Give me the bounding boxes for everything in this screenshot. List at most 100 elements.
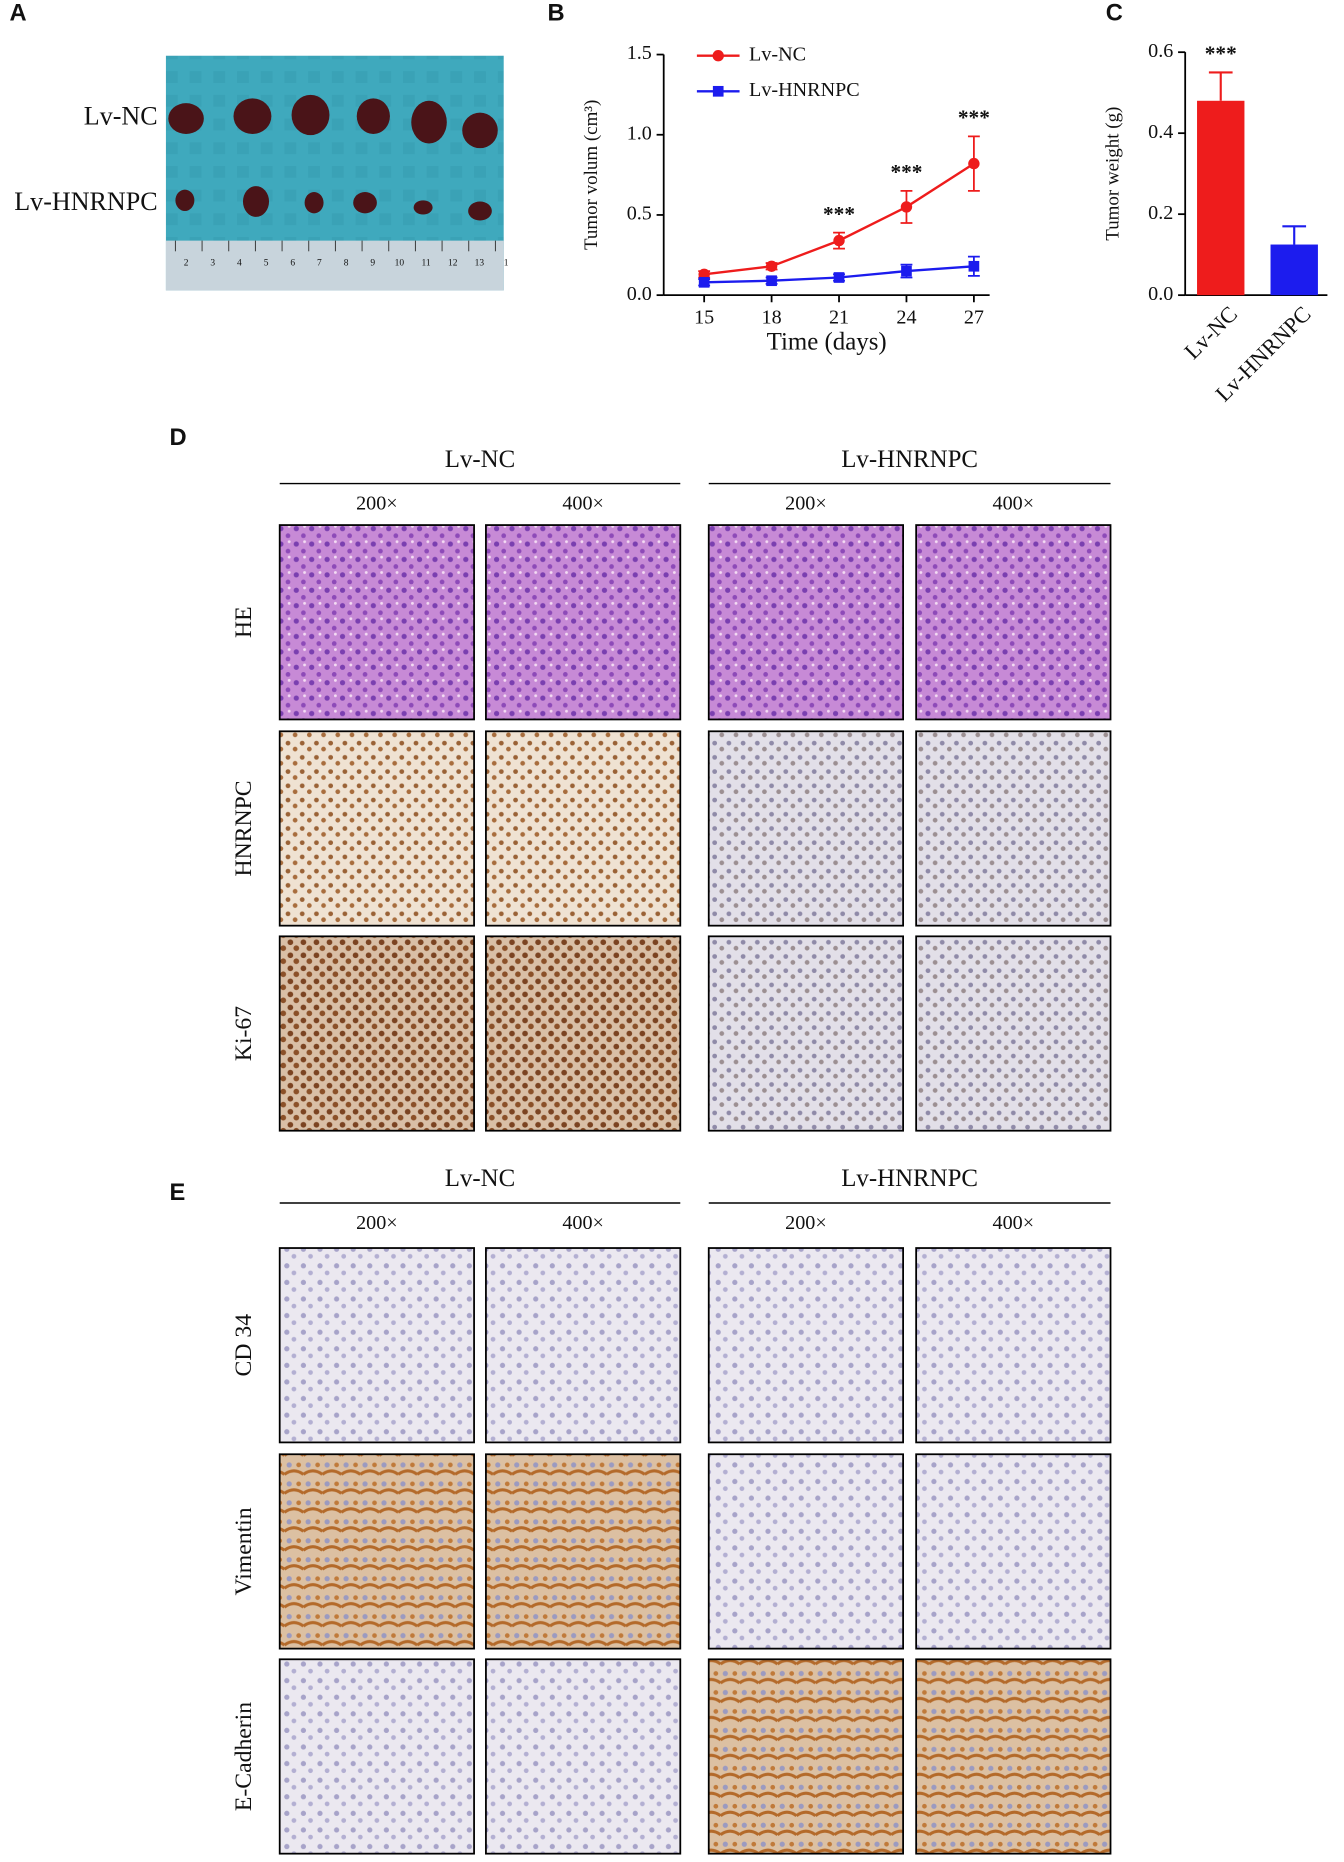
micrograph (485, 1453, 682, 1650)
marker (900, 201, 913, 213)
micrograph (278, 935, 475, 1132)
marker (833, 272, 845, 283)
annotation: *** (890, 160, 922, 184)
y-tick-label: 1.5 (627, 42, 652, 64)
panel-label: D (169, 425, 186, 451)
x-tick-label: 27 (964, 306, 984, 328)
row-label: CD 34 (231, 1314, 257, 1377)
group-label: Lv-HNRNPC (841, 1165, 978, 1192)
row-label: Ki-67 (231, 1006, 257, 1061)
marker (968, 260, 980, 272)
ruler-label: 2 (184, 258, 189, 268)
x-axis-label: Time (days) (767, 328, 887, 355)
ruler-label: 12 (448, 258, 458, 268)
legend-label: Lv-HNRNPC (749, 79, 860, 101)
micrograph (278, 1247, 475, 1444)
micrograph (278, 524, 475, 721)
annotation: *** (958, 106, 990, 130)
x-tick-label: 15 (694, 306, 714, 328)
ruler-label: 6 (290, 258, 295, 268)
magnification: 200× (785, 493, 827, 515)
magnification: 400× (993, 1212, 1035, 1234)
marker (765, 260, 778, 272)
micrograph (915, 1453, 1112, 1650)
tumor-photo (165, 55, 504, 291)
x-tick-label: 21 (829, 306, 849, 328)
y-tick-label: 0.5 (627, 203, 652, 225)
micrograph (485, 524, 682, 721)
micrograph (707, 730, 904, 927)
y-tick-label: 0.0 (627, 283, 652, 305)
y-tick-label: 0.0 (1148, 283, 1173, 305)
legend-marker (712, 50, 724, 62)
micrograph (707, 1247, 904, 1444)
group-label: Lv-HNRNPC (841, 446, 978, 473)
marker (833, 234, 845, 247)
row-label: HNRNPC (231, 780, 257, 876)
marker (766, 275, 777, 287)
y-tick-label: 0.6 (1148, 40, 1173, 62)
micrograph (915, 730, 1112, 927)
ruler-label: 13 (475, 258, 485, 268)
panel-label: C (1106, 1, 1123, 27)
micrograph (485, 1658, 682, 1855)
ruler-label: 5 (264, 258, 269, 268)
micrograph (485, 1247, 682, 1444)
bar (1270, 244, 1318, 296)
y-tick-label: 1.0 (627, 122, 652, 144)
micrograph (707, 1658, 904, 1855)
magnification: 200× (356, 1212, 398, 1234)
micrograph (485, 935, 682, 1132)
micrograph (915, 1658, 1112, 1855)
row-label: Lv-NC (84, 102, 158, 131)
y-tick-label: 0.2 (1148, 202, 1173, 224)
ruler-label: 1 (504, 258, 509, 268)
y-axis-label: Tumor weight (g) (1102, 107, 1123, 241)
ruler-label: 8 (344, 258, 349, 268)
legend-marker (712, 85, 724, 97)
ruler-label: 7 (317, 258, 322, 268)
panel-label: E (169, 1180, 185, 1206)
group-label: Lv-NC (445, 446, 515, 473)
ruler-label: 4 (237, 258, 242, 268)
ruler-label: 10 (395, 258, 405, 268)
x-tick-label: Lv-NC (1179, 301, 1242, 364)
legend-label: Lv-NC (749, 43, 806, 65)
micrograph (278, 1658, 475, 1855)
row-label: E-Cadherin (231, 1702, 257, 1811)
error-bar (1208, 71, 1233, 101)
ruler-label: 9 (370, 258, 375, 268)
annotation: *** (1205, 42, 1237, 66)
magnification: 200× (785, 1212, 827, 1234)
magnification: 400× (562, 1212, 604, 1234)
error-bar (1282, 225, 1307, 245)
magnification: 200× (356, 493, 398, 515)
magnification: 400× (562, 493, 604, 515)
annotation: *** (823, 202, 855, 226)
micrograph (915, 1247, 1112, 1444)
panel-label: A (9, 1, 26, 27)
row-label: Lv-HNRNPC (14, 187, 157, 216)
micrograph (915, 935, 1112, 1132)
micrograph (915, 524, 1112, 721)
micrograph (707, 524, 904, 721)
micrograph (278, 1453, 475, 1650)
group-label: Lv-NC (445, 1165, 515, 1192)
marker (968, 157, 980, 170)
micrograph (707, 1453, 904, 1650)
x-tick-label: 24 (896, 306, 916, 328)
micrograph (278, 730, 475, 927)
micrograph (707, 935, 904, 1132)
row-label: Vimentin (231, 1507, 257, 1595)
row-label: HE (231, 606, 257, 638)
magnification: 400× (993, 493, 1035, 515)
micrograph (485, 730, 682, 927)
bar (1197, 100, 1245, 296)
marker (901, 265, 912, 277)
y-tick-label: 0.4 (1148, 121, 1173, 143)
panel-label: B (548, 1, 565, 27)
ruler-label: 11 (422, 258, 431, 268)
ruler-label: 3 (210, 258, 215, 268)
y-axis-label: Tumor volum (cm³) (581, 100, 602, 250)
